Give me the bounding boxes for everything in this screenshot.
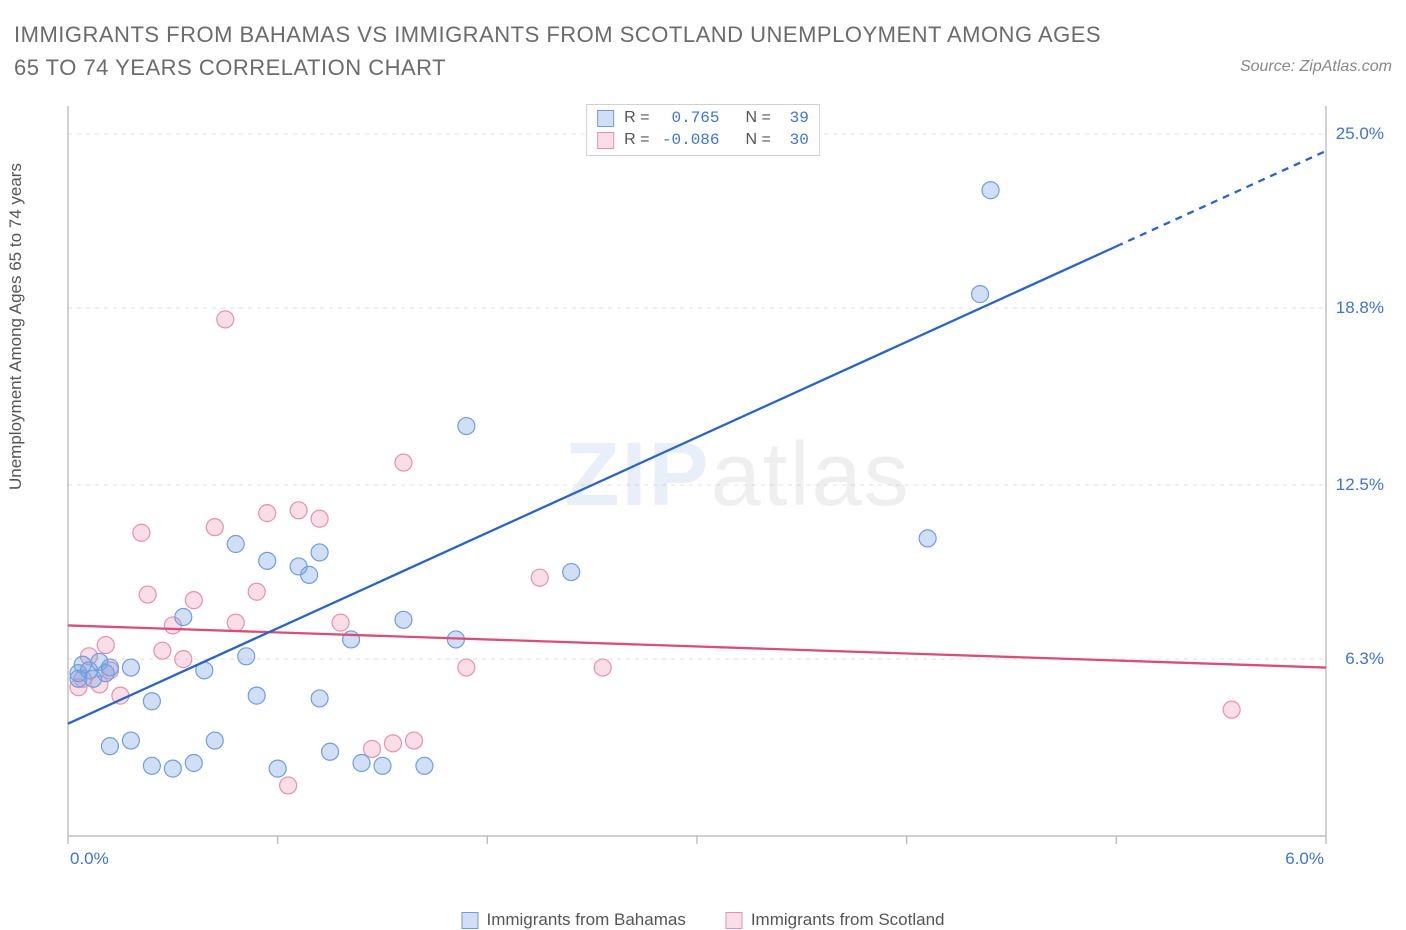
stats-legend-box: R = 0.765 N = 39 R = -0.086 N = 30: [586, 104, 820, 156]
chart-title: IMMIGRANTS FROM BAHAMAS VS IMMIGRANTS FR…: [14, 18, 1114, 84]
n-label: N =: [746, 107, 771, 129]
y-axis-label: Unemployment Among Ages 65 to 74 years: [6, 163, 26, 490]
r-value-bahamas: 0.765: [660, 107, 720, 129]
scatter-chart: 6.3% 12.5% 18.8% 25.0% 0.0% 6.0%: [62, 100, 1392, 880]
plot-area: 6.3% 12.5% 18.8% 25.0% 0.0% 6.0%: [62, 100, 1392, 880]
svg-text:12.5%: 12.5%: [1336, 475, 1384, 494]
svg-text:6.3%: 6.3%: [1345, 649, 1384, 668]
r-value-scotland: -0.086: [660, 129, 720, 151]
svg-text:6.0%: 6.0%: [1285, 849, 1324, 868]
swatch-bahamas: [597, 110, 614, 127]
swatch-bahamas: [461, 912, 478, 929]
legend-label-scotland: Immigrants from Scotland: [751, 910, 945, 930]
svg-text:18.8%: 18.8%: [1336, 298, 1384, 317]
swatch-scotland: [597, 132, 614, 149]
legend-item-scotland: Immigrants from Scotland: [726, 910, 945, 930]
swatch-scotland: [726, 912, 743, 929]
n-value-bahamas: 39: [781, 107, 809, 129]
stats-row-bahamas: R = 0.765 N = 39: [597, 107, 809, 129]
svg-text:25.0%: 25.0%: [1336, 124, 1384, 143]
series-legend: Immigrants from Bahamas Immigrants from …: [461, 910, 944, 930]
r-label: R =: [624, 107, 649, 129]
r-label: R =: [624, 129, 649, 151]
legend-label-bahamas: Immigrants from Bahamas: [486, 910, 685, 930]
stats-row-scotland: R = -0.086 N = 30: [597, 129, 809, 151]
n-value-scotland: 30: [781, 129, 809, 151]
n-label: N =: [746, 129, 771, 151]
source-label: Source: ZipAtlas.com: [1240, 58, 1392, 76]
legend-item-bahamas: Immigrants from Bahamas: [461, 910, 685, 930]
svg-text:0.0%: 0.0%: [70, 849, 109, 868]
